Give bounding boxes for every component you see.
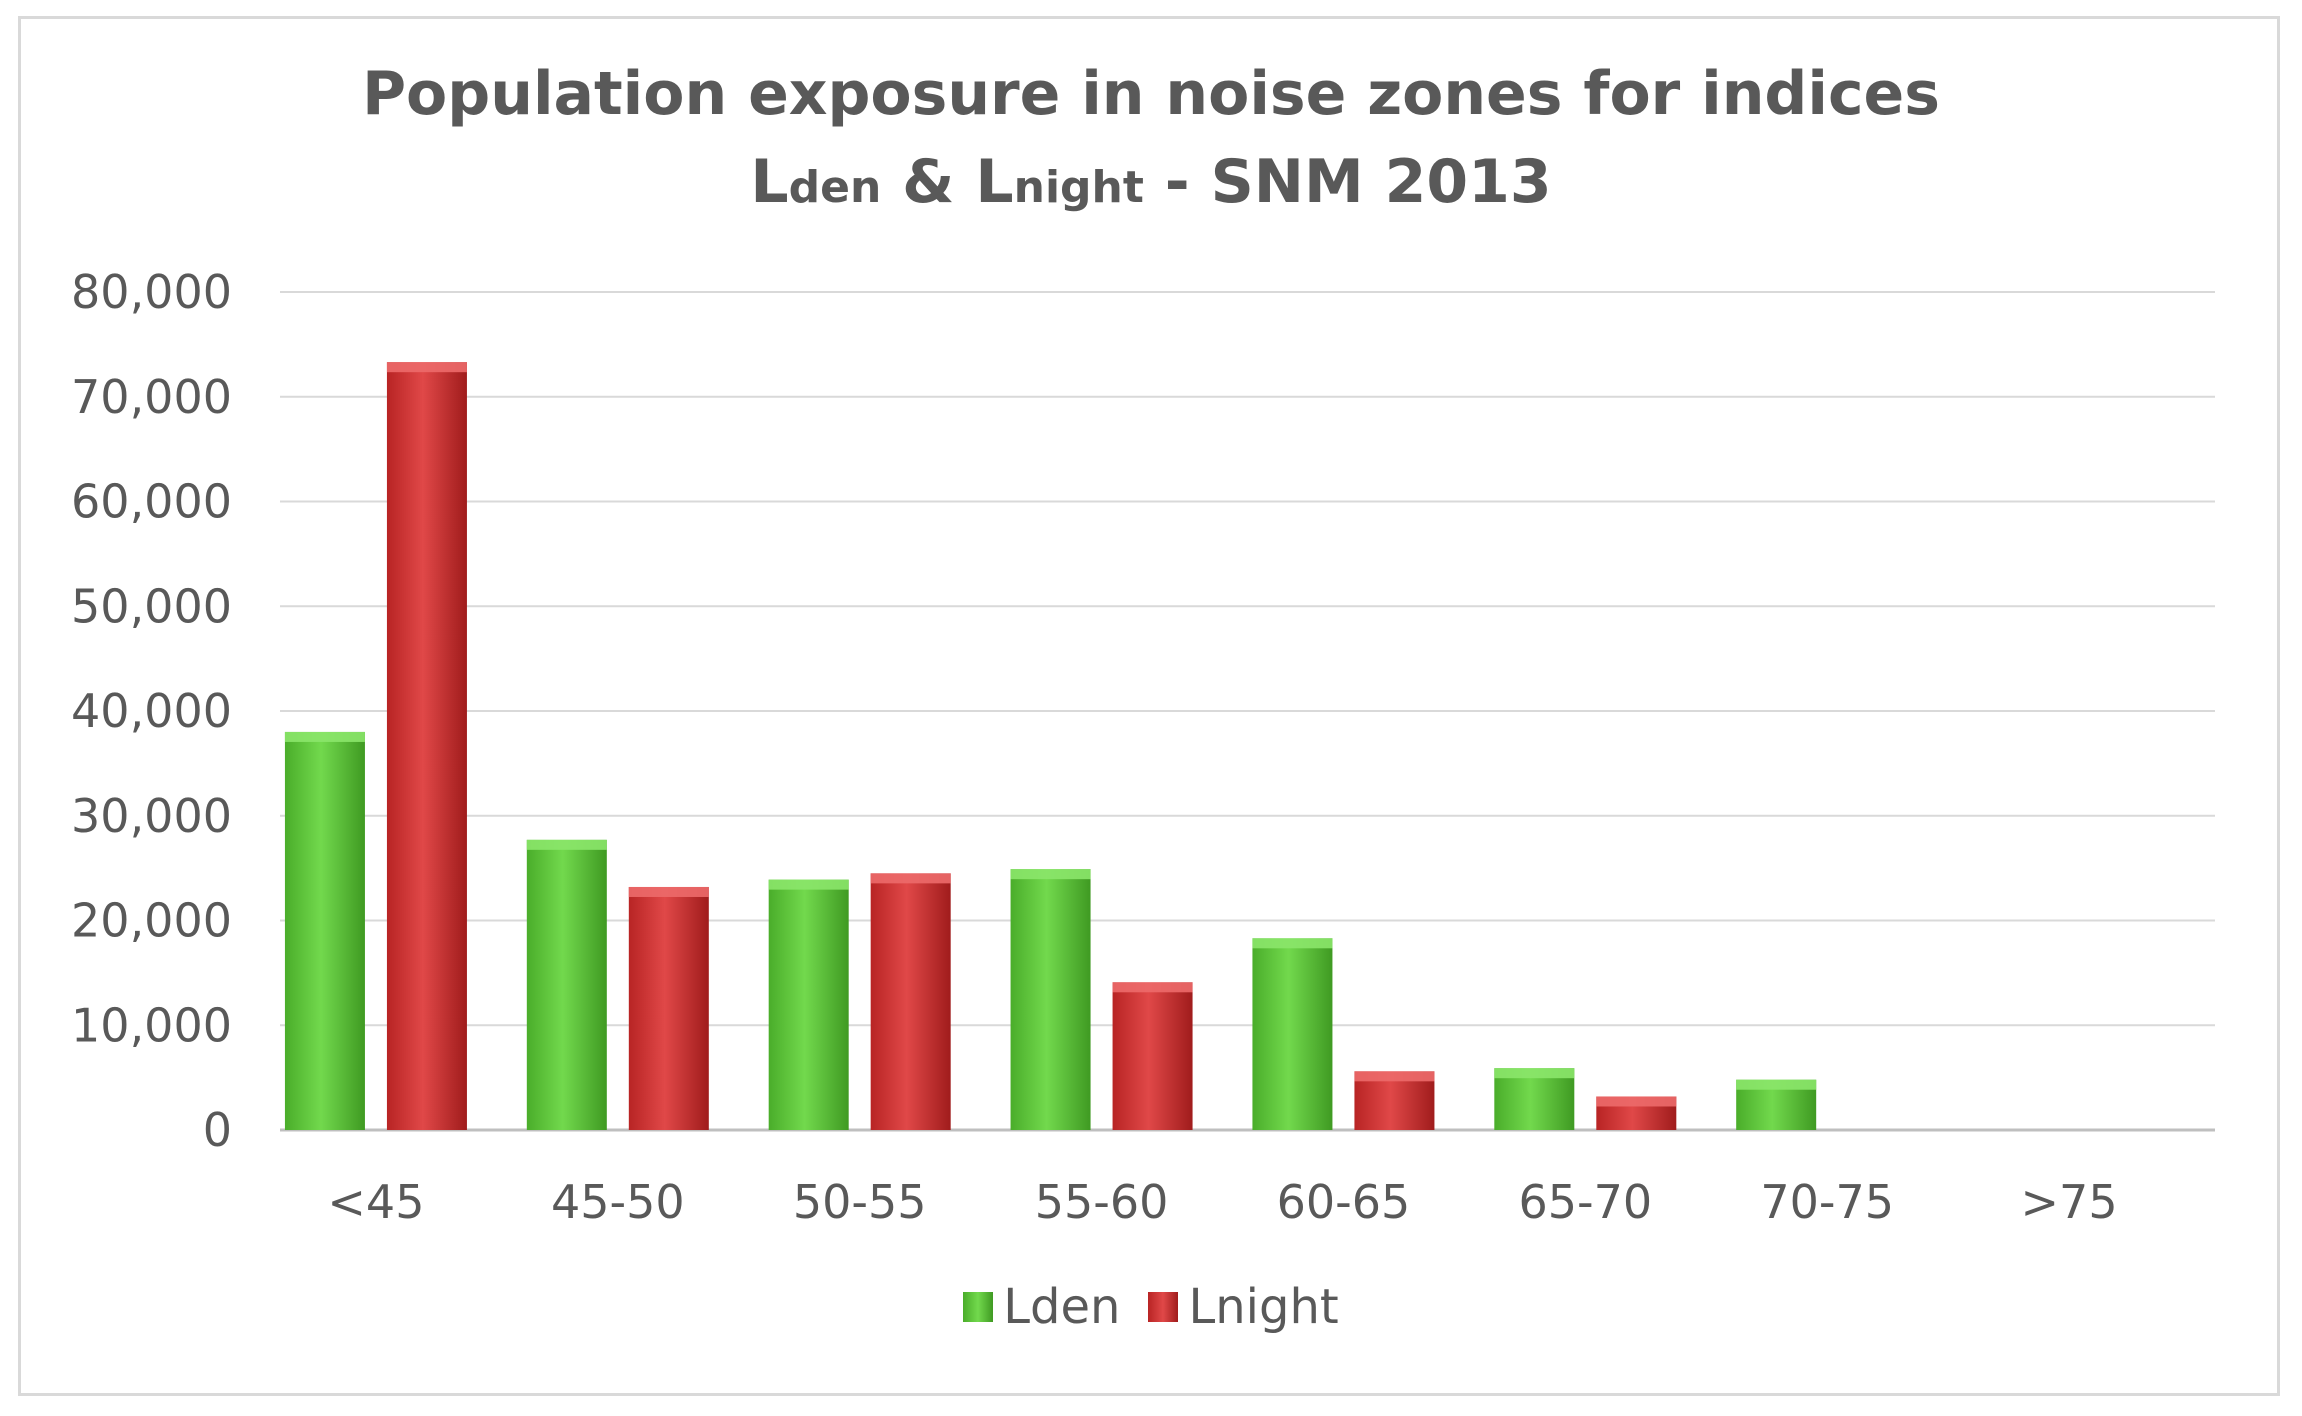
chart-title-line1: Population exposure in noise zones for i… bbox=[362, 59, 1940, 129]
legend-label-lden: Lden bbox=[1003, 1279, 1121, 1335]
legend-swatch-lnight bbox=[1148, 1292, 1179, 1322]
bar-lden-2 bbox=[768, 879, 849, 1130]
bar-highlight bbox=[768, 879, 849, 890]
bar-highlight bbox=[386, 362, 467, 373]
legend: Lden Lnight bbox=[0, 1272, 2302, 1342]
bar-highlight bbox=[628, 886, 709, 897]
bar-highlight bbox=[1596, 1096, 1677, 1107]
x-tick-label: 45-50 bbox=[551, 1175, 685, 1229]
x-tick-label: 70-75 bbox=[1760, 1175, 1894, 1229]
title-lden-sub: den bbox=[788, 162, 882, 213]
bar-lnight-1 bbox=[628, 886, 709, 1130]
bar-highlight bbox=[1112, 982, 1193, 993]
x-axis: <45 45-50 50-55 55-60 60-65 65-70 70-75 >75 bbox=[327, 1175, 2117, 1229]
y-tick-label: 20,000 bbox=[71, 894, 232, 948]
bar-lden-3 bbox=[1010, 869, 1091, 1130]
x-tick-label: 60-65 bbox=[1277, 1175, 1411, 1229]
bar-lden-0 bbox=[284, 731, 365, 1130]
x-tick-label: 50-55 bbox=[793, 1175, 927, 1229]
y-tick-label: 80,000 bbox=[71, 265, 232, 319]
bar-highlight bbox=[870, 873, 951, 884]
bar-highlight bbox=[1010, 869, 1091, 880]
bar-lnight-3 bbox=[1112, 982, 1193, 1130]
bar-lden-1 bbox=[526, 839, 607, 1130]
bar-highlight bbox=[1494, 1068, 1575, 1079]
x-tick-label: >75 bbox=[2021, 1175, 2118, 1229]
title-lnight-sub: night bbox=[1013, 162, 1144, 213]
chart-title-line2: Lden & Lnight - SNM 2013 bbox=[0, 138, 2302, 232]
legend-label-lnight: Lnight bbox=[1188, 1279, 1339, 1335]
chart-title: Population exposure in noise zones for i… bbox=[0, 50, 2302, 232]
y-tick-label: 10,000 bbox=[71, 998, 232, 1052]
title-amp: & bbox=[881, 147, 976, 217]
x-tick-label: 65-70 bbox=[1518, 1175, 1652, 1229]
bar-highlight bbox=[1736, 1079, 1817, 1090]
bars bbox=[284, 362, 1817, 1130]
bar-lnight-2 bbox=[870, 873, 951, 1130]
y-axis: 0 10,000 20,000 30,000 40,000 50,000 60,000 70,… bbox=[71, 265, 232, 1157]
x-tick-label: <45 bbox=[327, 1175, 424, 1229]
legend-item-lden: Lden bbox=[963, 1279, 1120, 1335]
bar-lden-4 bbox=[1252, 938, 1333, 1130]
bar-highlight bbox=[1252, 938, 1333, 949]
bar-highlight bbox=[1354, 1071, 1435, 1082]
bar-highlight bbox=[284, 731, 365, 742]
y-tick-label: 30,000 bbox=[71, 789, 232, 843]
y-tick-label: 50,000 bbox=[71, 579, 232, 633]
title-tail: - SNM 2013 bbox=[1143, 147, 1552, 217]
title-lnight-l: L bbox=[975, 147, 1014, 217]
legend-swatch-lden bbox=[963, 1292, 994, 1322]
bar-lnight-0 bbox=[386, 362, 467, 1130]
x-tick-label: 55-60 bbox=[1035, 1175, 1169, 1229]
y-tick-label: 0 bbox=[203, 1103, 232, 1157]
title-lden-l: L bbox=[750, 147, 789, 217]
bar-highlight bbox=[526, 839, 607, 850]
legend-item-lnight: Lnight bbox=[1148, 1279, 1339, 1335]
y-tick-label: 40,000 bbox=[71, 684, 232, 738]
y-tick-label: 60,000 bbox=[71, 475, 232, 529]
y-tick-label: 70,000 bbox=[71, 370, 232, 424]
bar-lden-5 bbox=[1494, 1068, 1575, 1130]
